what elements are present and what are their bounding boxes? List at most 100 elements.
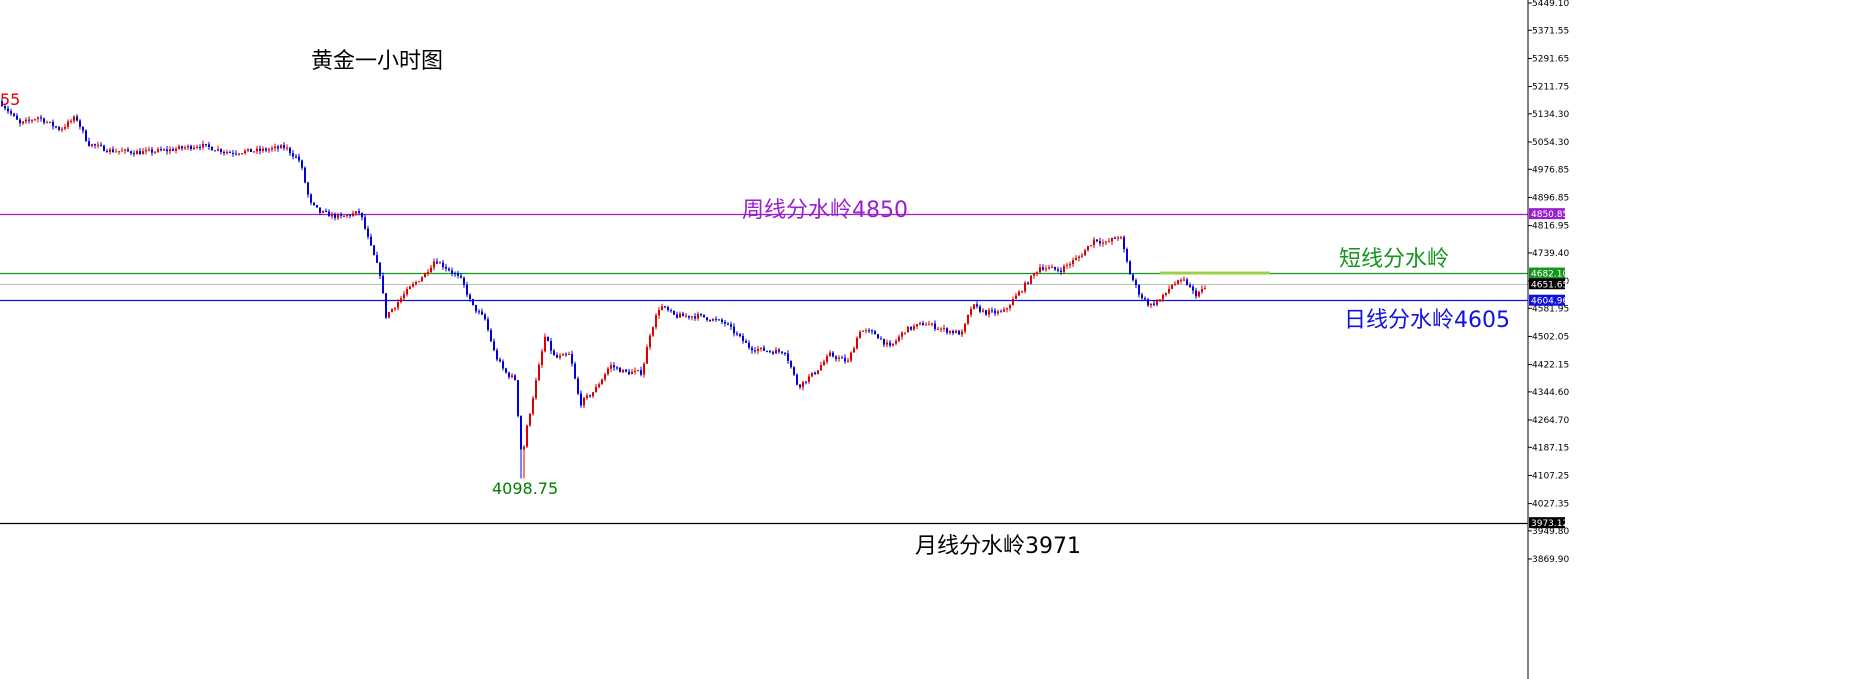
candle-body — [1057, 269, 1059, 271]
price-tick-label: 4344.60 — [1532, 388, 1569, 398]
daily-price-tag-label: 4604.96 — [1531, 297, 1568, 307]
candle-body — [532, 398, 534, 414]
candle-body — [223, 152, 225, 154]
candle-body — [916, 324, 918, 327]
candle-body — [793, 367, 795, 375]
candle-body — [934, 323, 936, 329]
candle-body — [367, 228, 369, 237]
candle-body — [388, 312, 390, 318]
candle-body — [859, 331, 861, 338]
candle-body — [679, 313, 681, 318]
candle-body — [31, 120, 33, 122]
candle-body — [964, 323, 966, 332]
price-tick-label: 5449.10 — [1532, 0, 1569, 9]
candle-body — [685, 315, 687, 317]
candle-body — [1144, 298, 1146, 300]
candle-body — [253, 151, 255, 153]
candle-body — [496, 350, 498, 360]
candle-body — [1099, 241, 1101, 244]
candle-body — [1003, 309, 1005, 312]
candle-body — [598, 384, 600, 387]
candle-body — [760, 347, 762, 349]
candle-body — [280, 145, 282, 149]
candle-body — [676, 314, 678, 318]
candle-body — [580, 393, 582, 406]
price-tick-label: 5291.65 — [1532, 54, 1569, 64]
candle-body — [376, 255, 378, 263]
candle-body — [511, 375, 513, 378]
candle-body — [568, 354, 570, 356]
price-tick-label: 4187.15 — [1532, 443, 1569, 453]
candle-body — [898, 336, 900, 341]
candle-body — [1081, 255, 1083, 257]
candle-body — [100, 144, 102, 146]
candle-body — [982, 310, 984, 312]
candle-body — [445, 266, 447, 269]
candle-body — [673, 310, 675, 315]
candle-body — [874, 331, 876, 335]
candle-body — [490, 329, 492, 342]
candle-body — [463, 277, 465, 285]
candle-body — [655, 315, 657, 328]
price-tick-label: 4896.85 — [1532, 193, 1569, 203]
candle-body — [118, 151, 120, 153]
candle-body — [637, 370, 639, 372]
candle-body — [1084, 250, 1086, 256]
candle-body — [181, 146, 183, 149]
candle-body — [820, 365, 822, 371]
candle-body — [661, 306, 663, 310]
candle-body — [751, 347, 753, 351]
candle-body — [226, 151, 228, 153]
candle-body — [988, 310, 990, 315]
candle-body — [1063, 266, 1065, 272]
candle-body — [928, 324, 930, 326]
candle-body — [373, 245, 375, 256]
candle-body — [304, 167, 306, 183]
candle-body — [973, 304, 975, 309]
candle-body — [16, 115, 18, 120]
candle-body — [538, 364, 540, 381]
candle-body — [766, 350, 768, 352]
candle-body — [370, 236, 372, 246]
candle-body — [238, 153, 240, 155]
candle-body — [433, 261, 435, 268]
candle-body — [163, 149, 165, 151]
candle-body — [193, 147, 195, 149]
candle-body — [658, 309, 660, 316]
candle-body — [355, 211, 357, 214]
price-tick-label: 4027.35 — [1532, 500, 1569, 510]
level-lines — [0, 213, 1528, 525]
candle-body — [712, 318, 714, 321]
candle-body — [1198, 291, 1200, 297]
candle-body — [1090, 245, 1092, 247]
price-tick-label: 3869.90 — [1532, 555, 1569, 565]
candle-body — [268, 149, 270, 151]
monthly-price-tag — [1529, 517, 1565, 529]
candle-body — [1036, 272, 1038, 274]
candle-body — [727, 323, 729, 325]
candle-body — [631, 371, 633, 375]
candle-body — [400, 298, 402, 303]
candle-body — [58, 127, 60, 130]
candle-body — [313, 202, 315, 206]
candle-body — [1120, 237, 1122, 239]
candle-body — [907, 326, 909, 333]
candle-body — [1204, 288, 1206, 290]
candle-body — [904, 332, 906, 334]
candle-body — [1126, 249, 1128, 262]
candle-body — [694, 316, 696, 319]
candle-body — [136, 151, 138, 155]
candle-body — [730, 324, 732, 327]
candle-body — [1117, 237, 1119, 239]
candle-body — [49, 121, 51, 123]
candle-body — [199, 147, 201, 149]
candle-body — [634, 370, 636, 372]
candle-body — [1105, 241, 1107, 243]
candle-body — [688, 315, 690, 318]
candle-body — [589, 395, 591, 397]
candle-body — [871, 330, 873, 332]
candle-body — [652, 327, 654, 336]
price-tick-label: 5134.30 — [1532, 110, 1569, 120]
candle-body — [787, 353, 789, 361]
